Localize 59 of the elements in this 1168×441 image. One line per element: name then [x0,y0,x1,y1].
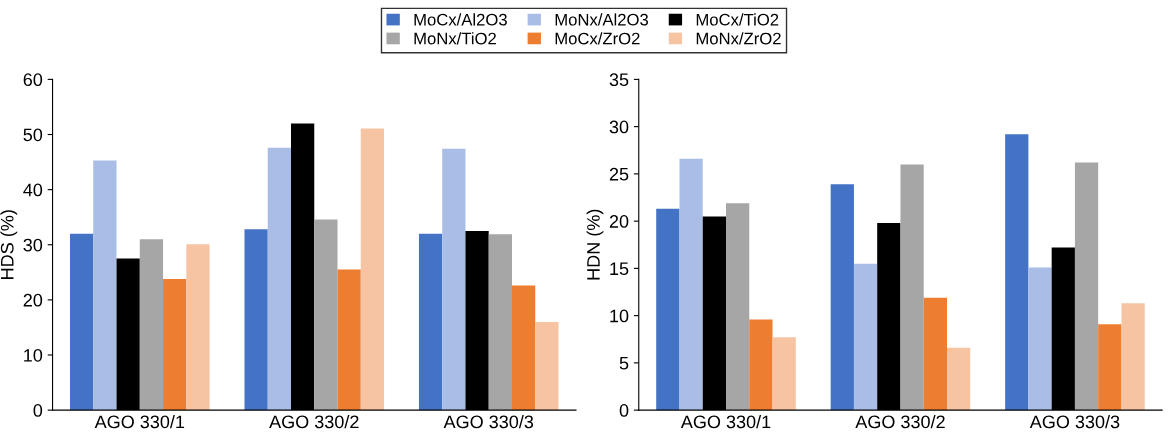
y-tick-label: 20 [23,293,43,307]
bar [418,233,443,411]
bar [900,164,924,411]
y-tick-label: 50 [23,128,43,142]
y-tick-label: 5 [619,357,629,370]
bar [70,233,94,411]
bar [360,128,385,411]
y-tick-label: 40 [23,183,43,197]
y-tick-label: 30 [609,120,629,134]
y-tick-label: 0 [619,404,629,417]
bar [244,229,268,411]
bar [139,239,164,411]
bar [1098,324,1122,411]
bar [1005,134,1029,411]
x-tick-label: AGO 330/3 [443,414,534,429]
bar [93,160,117,411]
bar [535,321,559,411]
x-tick-label: AGO 330/3 [1029,414,1120,429]
bar [772,337,796,411]
y-tick-label: 30 [23,238,43,252]
y-tick-label: 60 [23,73,43,87]
bar [923,297,947,411]
legend-label: MoCx/ZrO2 [555,32,640,45]
bar [1121,303,1145,411]
bar [726,203,750,411]
bar [488,234,512,411]
legend-label: MoNx/Al2O3 [555,13,649,26]
y-axis-title: HDS (%) [0,210,18,279]
bar [442,148,466,411]
bar [163,278,187,411]
legend-label: MoCx/Al2O3 [414,13,507,26]
bar [656,208,680,411]
bar [511,285,536,411]
legend-label: MoNx/TiO2 [414,32,496,45]
y-tick-label: 25 [609,167,629,181]
legend-label: MoNx/ZrO2 [696,32,781,45]
bar [337,269,361,411]
x-tick-label: AGO 330/2 [269,414,359,429]
x-tick-label: AGO 330/1 [94,414,185,429]
y-tick-label: 35 [609,73,629,87]
bar [853,263,878,411]
bar [1028,267,1052,411]
x-tick-label: AGO 330/2 [855,414,945,429]
bar [749,319,773,411]
bar [830,184,854,411]
x-tick-label: AGO 330/1 [680,414,771,429]
y-axis-title: HDN (%) [586,209,604,280]
bar [186,244,210,411]
bar [314,219,338,411]
bar [267,147,291,411]
y-tick-label: 10 [24,348,43,362]
legend-label: MoCx/TiO2 [696,13,779,26]
y-tick-label: 15 [610,262,629,276]
y-tick-label: 10 [610,309,629,323]
y-tick-label: 0 [33,404,43,417]
bar [946,347,971,411]
bar [1074,162,1099,411]
bar [679,158,703,411]
y-tick-label: 20 [609,215,629,228]
